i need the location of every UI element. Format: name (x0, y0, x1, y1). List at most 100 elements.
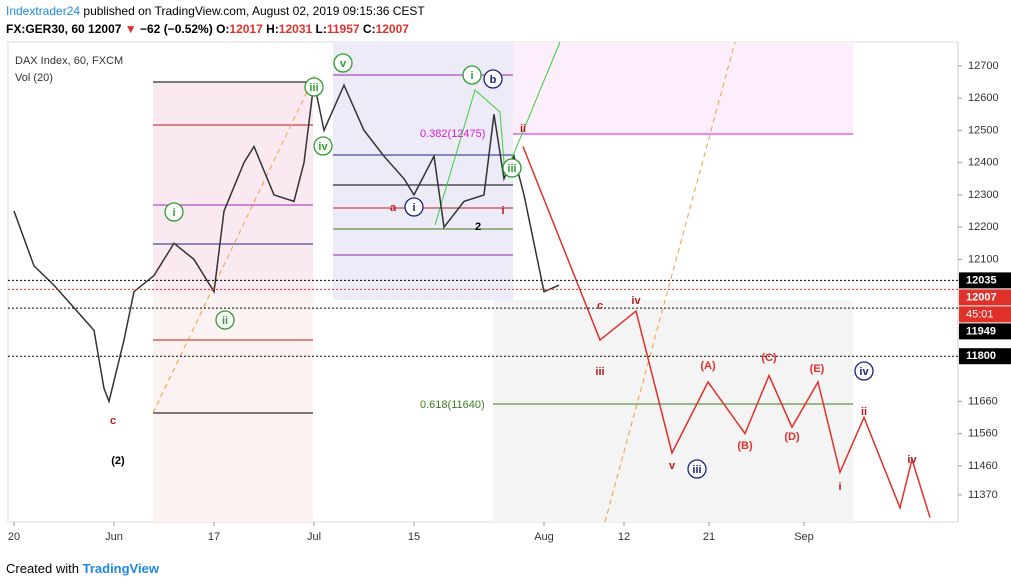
wave-label: 2 (475, 221, 481, 233)
price-box (959, 348, 1011, 365)
wave-label: iii (692, 464, 701, 476)
price-box (959, 289, 1011, 306)
volume-label: Vol (20) (15, 72, 53, 84)
alt-path (434, 41, 561, 226)
price-line (13, 81, 560, 404)
wave-label: (D) (784, 431, 800, 443)
close: 12007 (375, 22, 409, 36)
price-label: 11949 (966, 325, 996, 337)
wave-label: iii (507, 163, 516, 175)
brand[interactable]: TradingView (82, 561, 159, 576)
wave-circle (164, 202, 184, 222)
wave-label: (2) (111, 455, 125, 467)
wave-circle (404, 197, 424, 217)
wave-label: ii (861, 406, 867, 418)
l-label: L: (315, 22, 327, 36)
x-tick-label: Jun (105, 531, 123, 543)
x-tick-label: 20 (8, 531, 20, 543)
x-tick-label: Sep (794, 531, 814, 543)
wave-label: c (110, 415, 116, 427)
wave-circle (333, 53, 353, 73)
zone (333, 42, 513, 300)
y-tick-label: 12500 (968, 124, 999, 136)
x-tick-label: 17 (208, 531, 220, 543)
last: 12007 (88, 22, 122, 36)
wave-label: c (597, 300, 603, 312)
zone (153, 82, 313, 292)
fib-label: 0.618(11640) (420, 399, 485, 411)
trend-line (604, 41, 736, 523)
y-tick-label: 11370 (968, 489, 998, 501)
wave-circle (313, 136, 333, 156)
wave-label: i (501, 205, 504, 217)
y-tick-label: 12200 (968, 221, 999, 233)
wave-label: iv (318, 141, 328, 153)
wave-label: ii (222, 315, 228, 327)
wave-circle (483, 69, 503, 89)
wave-label: b (490, 74, 497, 86)
y-tick-label: 12700 (968, 60, 999, 72)
price-label: 12007 (966, 291, 997, 303)
y-tick-label: 12400 (968, 157, 999, 169)
wave-label: (C) (761, 352, 777, 364)
y-tick-label: 12100 (968, 253, 999, 265)
price-box (959, 272, 1011, 289)
c-label: C: (362, 22, 376, 36)
wave-label: iv (631, 295, 641, 307)
price-box (959, 323, 1011, 340)
y-tick-label: 12300 (968, 189, 999, 201)
wave-label: i (470, 70, 473, 82)
low: 11957 (326, 22, 360, 36)
symbol: FX:GER30, 60 (6, 22, 85, 36)
created: Created with (6, 561, 79, 576)
x-tick-label: 21 (703, 531, 715, 543)
zone (513, 42, 853, 134)
wave-label: iv (907, 454, 917, 466)
footer: Created with TradingView (6, 561, 159, 576)
wave-circle (502, 158, 522, 178)
chart: DAX Index, 60, FXCM Vol (20) 0.382(12475… (7, 41, 1011, 543)
countdown-box (959, 306, 1011, 323)
y-tick-label: 11460 (968, 460, 998, 472)
price-label: 12035 (966, 274, 997, 286)
wave-circle (215, 310, 235, 330)
price-label: 11800 (966, 350, 996, 362)
wave-label: iii (595, 366, 604, 378)
symbol-line: FX:GER30, 60 12007 ▼ −62 (−0.52%) O:1201… (6, 22, 409, 36)
change: −62 (−0.52%) (140, 22, 213, 36)
author[interactable]: Indextrader24 (6, 4, 81, 18)
header-line: Indextrader24 published on TradingView.c… (6, 4, 425, 18)
arrow: ▼ (124, 22, 137, 36)
price-line (522, 146, 931, 518)
wave-label: (B) (737, 440, 753, 452)
x-tick-label: Jul (307, 531, 321, 543)
y-tick-label: 11660 (968, 395, 998, 407)
wave-label: v (340, 58, 347, 70)
h-label: H: (266, 22, 279, 36)
countdown: 45:01 (966, 308, 994, 320)
wave-label: i (838, 481, 841, 493)
x-tick-label: 15 (408, 531, 420, 543)
x-tick-label: 12 (618, 531, 630, 543)
wave-label: ii (520, 123, 526, 135)
o-label: O: (216, 22, 230, 36)
high: 12031 (278, 22, 313, 36)
published: published on TradingView.com, August 02,… (83, 4, 425, 18)
wave-circle (854, 361, 874, 381)
zone (493, 300, 853, 522)
wave-label: v (669, 460, 676, 472)
fib-label: 0.382(12475) (420, 128, 485, 140)
open: 12017 (229, 22, 263, 36)
wave-label: a (390, 202, 397, 214)
x-tick-label: Aug (534, 531, 554, 543)
wave-circle (462, 65, 482, 85)
wave-label: i (412, 202, 415, 214)
wave-circle (687, 459, 707, 479)
wave-label: (A) (700, 360, 716, 372)
zone (153, 292, 313, 522)
wave-label: iv (859, 366, 869, 378)
wave-label: iii (309, 82, 318, 94)
chart-title: DAX Index, 60, FXCM (15, 55, 123, 67)
wave-label: i (172, 207, 175, 219)
